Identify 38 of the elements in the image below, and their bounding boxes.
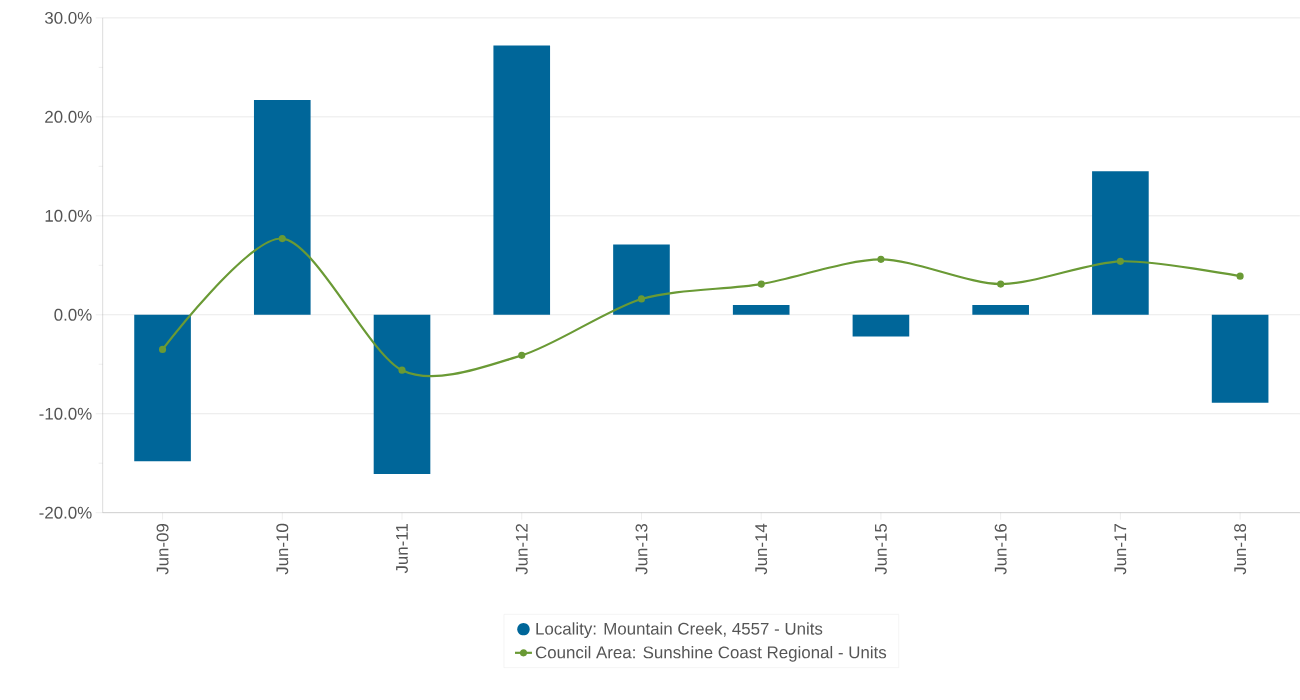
x-tick-label: Jun-10 [276,524,289,575]
point [278,235,286,243]
bar [613,244,670,316]
x-tick-label: Jun-18 [1234,524,1247,575]
y-tick-label: -20.0% [39,506,92,519]
bar [732,305,790,316]
x-tick-label: Jun-15 [875,524,887,575]
point [1236,272,1244,281]
bar [1211,315,1269,404]
point [997,280,1005,288]
point [518,352,526,360]
bar [852,315,910,337]
x-tick-label: Jun-16 [994,524,1007,575]
point [877,256,885,264]
y-tick-label: 20.0% [45,111,92,124]
bar [972,305,1029,316]
x-tick-label: Jun-11 [396,524,408,574]
y-tick-label: -10.0% [39,408,92,420]
legend-label: Council Area: Sunshine Coast Regional - Units [535,646,887,662]
y-tick-label: 0.0% [54,309,92,322]
bar [253,100,311,316]
point [158,346,167,354]
x-tick-label: Jun-12 [515,524,528,575]
legend-label: Locality: Mountain Creek, 4557 - Units [536,622,823,639]
y-tick-label: 30.0% [44,12,92,25]
y-tick-label: 10.0% [45,210,92,223]
bar [1092,171,1149,316]
bar [493,45,551,316]
point [637,295,646,303]
x-tick-label: Jun-17 [1114,524,1127,575]
bar [373,315,431,475]
point [1116,258,1124,266]
x-tick-label: Jun-14 [755,523,768,575]
point [757,280,765,288]
bar [134,315,191,462]
x-tick-label: Jun-13 [635,524,648,575]
point [398,366,406,375]
x-tick-label: Jun-09 [156,524,169,575]
